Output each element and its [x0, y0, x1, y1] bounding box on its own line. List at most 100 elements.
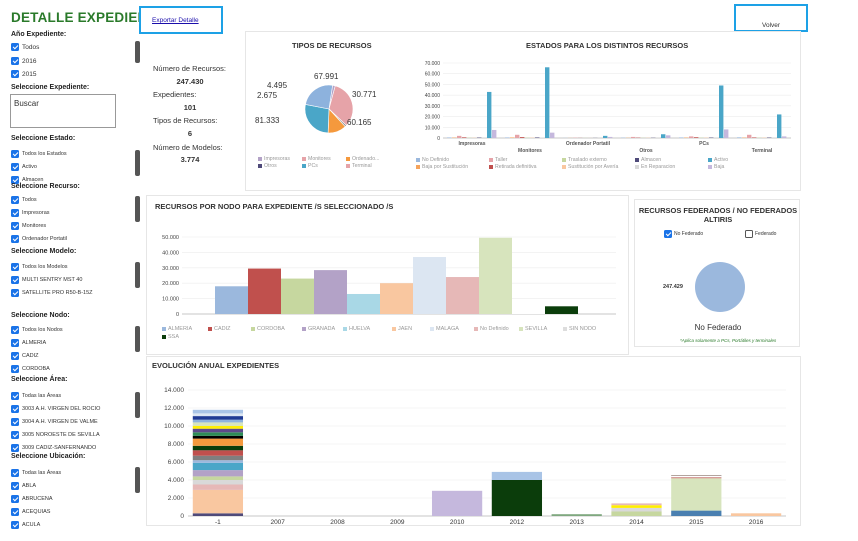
checkbox[interactable]	[11, 495, 19, 503]
filter-ubicacion-todas-las-areas[interactable]: Todas las Áreas	[11, 468, 61, 478]
nodos-legend-ssa[interactable]: SSA	[162, 334, 179, 340]
filter-recurso-impresoras[interactable]: Impresoras	[11, 208, 50, 218]
filter-modelo-todos-los-modelos[interactable]: Todos los Modelos	[11, 262, 68, 272]
expediente-search-input[interactable]: Buscar	[10, 94, 116, 128]
checkbox[interactable]	[11, 235, 19, 243]
filter-estado-almacen[interactable]: Almacen	[11, 175, 43, 185]
filter-ubicacion-acequias[interactable]: ACEQUIAS	[11, 507, 50, 517]
checkbox[interactable]	[11, 43, 19, 51]
filter-nodo-todos-los-nodos[interactable]: Todos los Nodos	[11, 325, 63, 335]
nodos-legend-cadiz[interactable]: CADIZ	[208, 326, 231, 332]
filter-recurso-ordenador-portatil[interactable]: Ordenador Portatil	[11, 234, 67, 244]
nodos-legend-sin-nodo[interactable]: SIN NODO	[563, 326, 596, 332]
filter-ubicacion-abla[interactable]: ABLA	[11, 481, 36, 491]
y-tick-label: 20.000	[425, 115, 441, 121]
anio-scrollbar[interactable]	[135, 41, 140, 63]
nodos-legend-huelva[interactable]: HUELVA	[343, 326, 370, 332]
filter-nodo-cordoba[interactable]: CORDOBA	[11, 364, 50, 374]
tipos-legend-pcs[interactable]: PCs	[302, 163, 318, 169]
filter-anio-todos[interactable]: Todos	[11, 42, 39, 52]
filter-modelo-multi-sentry-mst-40[interactable]: MULTI SENTRY MST 40	[11, 275, 82, 285]
filter-nodo-almeria[interactable]: ALMERIA	[11, 338, 46, 348]
checkbox[interactable]	[11, 276, 19, 284]
tipos-legend-terminal[interactable]: Terminal	[346, 163, 372, 169]
modelo-scrollbar[interactable]	[135, 262, 140, 288]
filter-area-3009-cadiz-sanfernando[interactable]: 3009 CADIZ-SANFERNANDO	[11, 443, 96, 453]
tipos-legend-ordenado[interactable]: Ordenado...	[346, 156, 379, 162]
filter-area-3004-a-h-virgen-de-valme[interactable]: 3004 A.H. VIRGEN DE VALME	[11, 417, 98, 427]
filter-estado-activo[interactable]: Activo	[11, 162, 37, 172]
checkbox[interactable]	[11, 482, 19, 490]
ubicacion-scrollbar[interactable]	[135, 467, 140, 493]
checkbox[interactable]	[11, 263, 19, 271]
checkbox[interactable]	[11, 418, 19, 426]
tipos-legend-otros[interactable]: Otros	[258, 163, 277, 169]
nodos-legend-sevilla[interactable]: SEVILLA	[519, 326, 547, 332]
checkbox[interactable]	[11, 431, 19, 439]
checkbox[interactable]	[11, 405, 19, 413]
federado-filter[interactable]: Federado	[745, 230, 776, 238]
checkbox[interactable]	[11, 339, 19, 347]
checkbox[interactable]	[11, 326, 19, 334]
tipos-legend-monitores[interactable]: Monitores	[302, 156, 331, 162]
nodos-legend-almeria[interactable]: ALMERIA	[162, 326, 192, 332]
estados-legend-traslado-externo[interactable]: Traslado externo	[562, 157, 607, 163]
filter-ubicacion-acula[interactable]: ACULA	[11, 520, 40, 530]
checkbox[interactable]	[11, 508, 19, 516]
estados-legend-sustitucion-por-averia[interactable]: Sustitución por Avería	[562, 164, 618, 170]
checkbox[interactable]	[11, 209, 19, 217]
area-scrollbar[interactable]	[135, 392, 140, 418]
nodos-legend-granada[interactable]: GRANADA	[302, 326, 335, 332]
nodos-legend-no-definido[interactable]: No Definido	[474, 326, 509, 332]
recurso-scrollbar[interactable]	[135, 196, 140, 222]
checkbox[interactable]	[11, 222, 19, 230]
filter-anio-2016[interactable]: 2016	[11, 56, 36, 66]
estados-legend-baja[interactable]: Baja	[708, 164, 724, 170]
federado-checkbox[interactable]	[745, 230, 753, 238]
checkbox[interactable]	[11, 289, 19, 297]
checkbox[interactable]	[11, 365, 19, 373]
estados-legend-en-reparacion[interactable]: En Reparacion	[635, 164, 675, 170]
estados-legend-retirada-definitiva[interactable]: Retirada definitiva	[489, 164, 537, 170]
nodos-legend-cordoba[interactable]: CORDOBA	[251, 326, 285, 332]
checkbox[interactable]	[11, 392, 19, 400]
checkbox[interactable]	[11, 352, 19, 360]
estado-scrollbar[interactable]	[135, 150, 140, 176]
checkbox[interactable]	[11, 196, 19, 204]
filter-anio-2015[interactable]: 2015	[11, 69, 36, 79]
checkbox[interactable]	[11, 70, 19, 78]
back-button[interactable]: Volver	[734, 4, 808, 32]
filter-ubicacion-abrucena[interactable]: ABRUCENA	[11, 494, 53, 504]
nodos-legend-jaen[interactable]: JAEN	[392, 326, 412, 332]
checkbox[interactable]	[11, 521, 19, 529]
estados-legend-no-definido[interactable]: No Definido	[416, 157, 449, 163]
filter-estado-todos-los-estados[interactable]: Todos los Estados	[11, 149, 67, 159]
nodos-legend-malaga[interactable]: MALAGA	[430, 326, 459, 332]
checkbox[interactable]	[11, 163, 19, 171]
filter-label: Todas las Áreas	[22, 470, 62, 476]
no-federado-checkbox[interactable]	[664, 230, 672, 238]
filter-area-todas-las-areas[interactable]: Todas las Áreas	[11, 391, 61, 401]
nodo-scrollbar[interactable]	[135, 326, 140, 352]
filter-area-3005-noroeste-de-sevilla[interactable]: 3005 NOROESTE DE SEVILLA	[11, 430, 100, 440]
filter-nodo-cadiz[interactable]: CADIZ	[11, 351, 39, 361]
filter-modelo-satellite-pro-r50-b-15z[interactable]: SATELLITE PRO R50-B-15Z	[11, 288, 93, 298]
filter-area-3003-a-h-virgen-del-rocio[interactable]: 3003 A.H. VIRGEN DEL ROCIO	[11, 404, 100, 414]
estados-legend-almacen[interactable]: Almacen	[635, 157, 661, 163]
export-detail-link[interactable]: Exportar Detalle	[152, 17, 199, 24]
no-federado-filter[interactable]: No Federado	[664, 230, 703, 238]
recursos-label: Número de Recursos:	[153, 64, 226, 73]
filter-recurso-monitores[interactable]: Monitores	[11, 221, 46, 231]
checkbox[interactable]	[11, 176, 19, 184]
tipos-legend-impresoras[interactable]: Impresoras	[258, 156, 290, 162]
checkbox[interactable]	[11, 469, 19, 477]
checkbox[interactable]	[11, 150, 19, 158]
y-tick-label: 30.000	[425, 104, 441, 110]
estados-legend-activo[interactable]: Activo	[708, 157, 728, 163]
estados-legend-taller[interactable]: Taller	[489, 157, 507, 163]
export-detail-button[interactable]: Exportar Detalle	[139, 6, 223, 34]
estados-legend-baja-por-sustitucion[interactable]: Baja por Sustitución	[416, 164, 468, 170]
filter-recurso-todos[interactable]: Todos	[11, 195, 37, 205]
checkbox[interactable]	[11, 444, 19, 452]
checkbox[interactable]	[11, 57, 19, 65]
